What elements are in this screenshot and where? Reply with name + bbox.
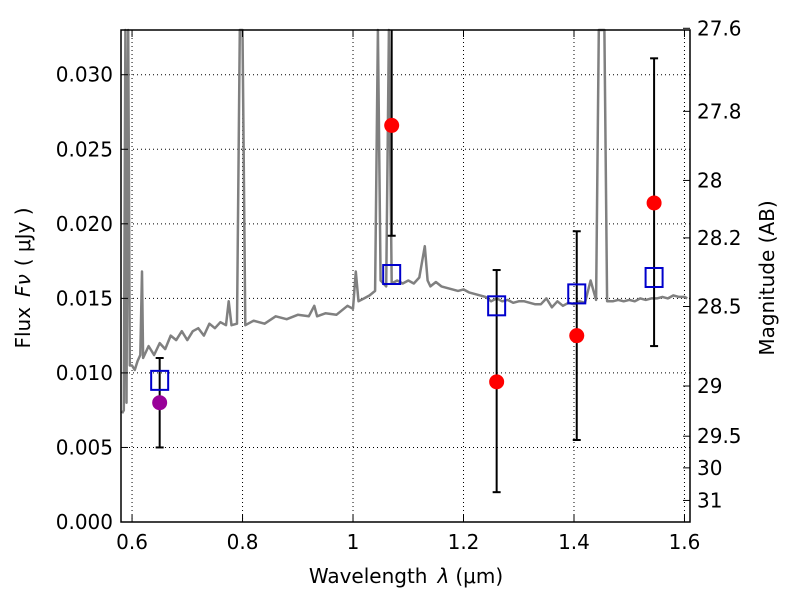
y-tick-label: 0.030 [56, 63, 113, 87]
y-axis: 0.000 0.005 0.010 0.015 0.020 0.025 0.030 [56, 63, 128, 534]
x-tick-label: 1.2 [448, 530, 480, 554]
observed-point [646, 195, 662, 211]
y2-tick-label: 28.5 [697, 294, 742, 318]
model-points [150, 264, 664, 391]
y2-axis: 27.6 27.8 28 28.2 28.5 29 29.5 30 31 [683, 16, 742, 512]
y-tick-label: 0.020 [56, 212, 113, 236]
x-tick-label: 1 [347, 530, 360, 554]
y-axis-title: FluxFν( μJy ) [11, 207, 35, 348]
y2-tick-label: 29.5 [697, 424, 742, 448]
y-tick-label: 0.025 [56, 137, 113, 161]
x-tick-label: 1.4 [558, 530, 590, 554]
x-axis-title: Wavelength λ (μm) [309, 564, 503, 588]
y-tick-label: 0.010 [56, 361, 113, 385]
y-tick-label: 0.005 [56, 435, 113, 459]
y2-tick-label: 30 [697, 456, 722, 480]
y2-tick-label: 31 [697, 488, 722, 512]
observed-point [569, 328, 585, 344]
observed-point [384, 117, 400, 133]
x-tick-label: 0.8 [227, 530, 259, 554]
model-point [567, 283, 587, 305]
y2-tick-label: 28.2 [697, 226, 742, 250]
y2-tick-label: 28 [697, 168, 722, 192]
model-point [150, 369, 170, 391]
grid [121, 30, 690, 522]
y-tick-label: 0.000 [56, 510, 113, 534]
spectrum-series [121, 28, 688, 414]
model-point [382, 264, 402, 286]
x-tick-label: 0.6 [116, 530, 148, 554]
y2-tick-label: 27.6 [697, 16, 742, 40]
y2-axis-title: Magnitude (AB) [755, 200, 779, 355]
y-tick-label: 0.015 [56, 286, 113, 310]
plot-frame [120, 29, 691, 523]
observed-points [152, 117, 662, 411]
x-tick-label: 1.6 [669, 530, 701, 554]
x-axis: 0.6 0.8 1 1.2 1.4 1.6 [116, 30, 700, 554]
error-bars [155, 30, 659, 494]
y2-tick-label: 27.8 [697, 99, 742, 123]
observed-point [152, 395, 168, 411]
spectrum-line [121, 28, 688, 414]
model-point [644, 266, 664, 288]
model-point [487, 295, 507, 317]
y2-tick-label: 29 [697, 374, 722, 398]
observed-point [489, 374, 505, 390]
